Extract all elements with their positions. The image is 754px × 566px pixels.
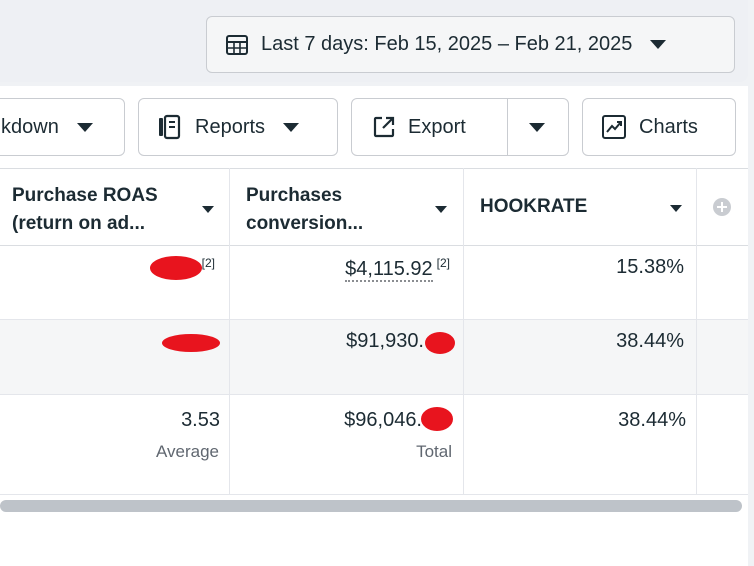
sort-chevron-icon[interactable] [202,206,214,213]
chart-icon [602,115,626,139]
table-row[interactable]: [2] $4,115.92 [2] 15.38% [0,246,754,320]
charts-button[interactable]: Charts [582,98,736,156]
header-hookrate-label: HOOKRATE [480,196,588,217]
purchases-value: $91,930. [346,330,424,352]
reports-button[interactable]: Reports [138,98,338,156]
chevron-down-icon [650,40,667,49]
reports-icon [159,114,181,140]
column-divider [696,168,697,495]
hookrate-value: 15.38% [616,256,684,278]
column-divider [463,168,464,495]
header-purchases-conversion[interactable]: Purchases conversion... [246,182,451,258]
export-button[interactable]: Export [351,98,569,156]
ads-table-panel: kdown Reports Export Charts Pu [0,86,754,566]
export-icon [373,116,395,138]
header-purchase-roas-line1: Purchase ROAS [12,185,158,206]
header-purchase-roas-line2: (return on ad... [12,213,145,234]
horizontal-scrollbar[interactable] [0,500,742,512]
export-dropdown-chevron-icon[interactable] [529,123,545,132]
top-bar: Last 7 days: Feb 15, 2025 – Feb 21, 2025 [0,0,754,86]
purchases-total-value: $96,046. [344,409,422,431]
add-column-icon[interactable] [713,198,731,216]
header-purchases-line2: conversion... [246,213,364,234]
summary-row: 3.53 Average $96,046. Total 38.44% [0,395,754,495]
table-header: Purchase ROAS (return on ad... Purchases… [0,168,754,246]
date-range-button[interactable]: Last 7 days: Feb 15, 2025 – Feb 21, 2025 [206,16,735,73]
date-range-label: Last 7 days: Feb 15, 2025 – Feb 21, 2025 [261,33,633,55]
redaction-mark [162,334,220,352]
header-purchase-roas[interactable]: Purchase ROAS (return on ad... [12,182,214,258]
purchases-total-label: Total [416,442,452,461]
hookrate-summary-value: 38.44% [618,409,686,431]
roas-average-value: 3.53 [181,409,220,431]
export-label: Export [408,115,466,138]
column-divider [229,168,230,495]
sort-chevron-icon[interactable] [435,206,447,213]
chevron-down-icon [76,122,93,132]
breakdown-button[interactable]: kdown [0,98,125,156]
roas-average-label: Average [155,442,219,461]
calendar-icon [226,34,248,55]
roas-value: [2] [201,256,215,270]
sort-chevron-icon[interactable] [670,205,682,212]
export-divider [507,99,508,155]
redaction-mark [425,332,455,354]
header-hookrate[interactable]: HOOKRATE [480,193,685,269]
breakdown-label: kdown [1,115,59,138]
chevron-down-icon [283,122,300,132]
hookrate-value: 38.44% [616,330,684,352]
table-row[interactable]: $91,930. 38.44% [0,320,754,395]
reports-label: Reports [195,115,266,138]
redaction-mark [150,256,202,280]
header-purchases-line1: Purchases [246,185,343,206]
purchases-value[interactable]: $4,115.92 [2] [345,256,450,282]
charts-label: Charts [639,115,698,138]
vertical-scrollbar-track[interactable] [748,86,754,566]
redaction-mark [421,407,453,431]
